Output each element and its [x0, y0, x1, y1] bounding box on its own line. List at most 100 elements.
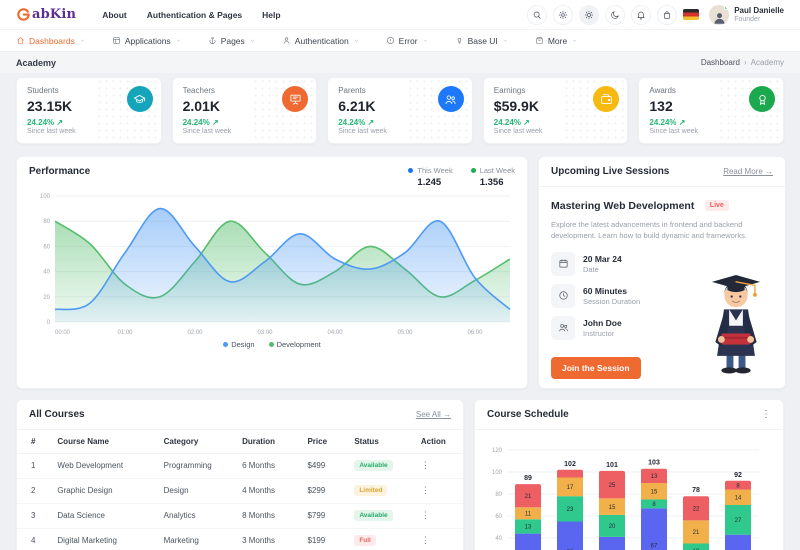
language-flag-germany[interactable]: [683, 9, 700, 20]
course-schedule-card: Course Schedule ⋮ 0204060801001204413112…: [474, 398, 784, 550]
stats-row: Students 23.15K 24.24% ↗ Since last week Tea…: [16, 77, 784, 144]
menu-item-dashboards[interactable]: Dashboards: [16, 36, 86, 46]
svg-text:21: 21: [693, 530, 700, 536]
status-badge: Full: [354, 535, 376, 546]
stat-card-earnings: Earnings $59.9K 24.24% ↗ Since last week: [482, 77, 629, 144]
menu-item-base-ui[interactable]: Base UI: [455, 36, 509, 46]
wallet-icon: [593, 86, 620, 112]
see-all-link[interactable]: See All →: [415, 409, 451, 419]
breadcrumb: Dashboard › Academy: [701, 58, 784, 67]
course-status: Available: [346, 503, 413, 529]
course-price: $799: [299, 503, 347, 529]
menu-item-label: Applications: [124, 35, 171, 46]
svg-text:22: 22: [693, 506, 700, 512]
live-sessions-header: Upcoming Live Sessions Read More →: [539, 157, 785, 187]
notifications-button[interactable]: [631, 4, 652, 25]
read-more-link[interactable]: Read More →: [723, 167, 773, 176]
dark-mode-button[interactable]: [605, 4, 626, 25]
row-action-menu[interactable]: ⋮: [420, 460, 430, 470]
svg-text:01:00: 01:00: [117, 330, 133, 336]
search-button[interactable]: [527, 4, 548, 25]
legend-dot: [408, 168, 414, 173]
light-mode-button[interactable]: [579, 4, 600, 25]
course-category: Design: [155, 478, 235, 504]
search-icon: [532, 10, 542, 20]
stat-note: Since last week: [649, 128, 699, 135]
menu-item-more[interactable]: More: [535, 36, 578, 46]
top-nav-authentication-pages[interactable]: Authentication & Pages: [146, 9, 243, 20]
svg-text:60: 60: [43, 244, 50, 250]
detail-text: 20 Mar 24 Date: [583, 254, 622, 274]
settings-button[interactable]: [553, 4, 574, 25]
breadcrumb-parent[interactable]: Dashboard: [700, 58, 740, 67]
svg-text:102: 102: [564, 460, 576, 467]
svg-text:20: 20: [609, 524, 616, 530]
cart-button[interactable]: [657, 4, 678, 25]
svg-text:101: 101: [606, 461, 618, 468]
performance-title: Performance: [29, 166, 91, 177]
user-avatar: [709, 4, 730, 25]
menu-item-pages[interactable]: Pages: [208, 36, 256, 46]
svg-text:0: 0: [47, 320, 51, 326]
summary-last-week: Last Week 1.356: [470, 166, 515, 188]
svg-text:8: 8: [652, 502, 656, 508]
course-status: Limited: [346, 478, 413, 504]
all-courses-header: All Courses See All →: [17, 400, 463, 430]
svg-text:17: 17: [567, 485, 574, 491]
online-status-dot: [724, 4, 730, 10]
svg-text:13: 13: [693, 548, 700, 550]
svg-text:92: 92: [734, 471, 742, 478]
table-row: 4 Digital Marketing Marketing 3 Months $199 F…: [17, 528, 463, 550]
course-category: Programming: [155, 453, 235, 479]
svg-text:80: 80: [495, 492, 502, 498]
svg-text:05:00: 05:00: [397, 330, 413, 336]
col-: #: [17, 429, 50, 454]
menubar: Dashboards Applications Pages Authenticatio…: [0, 30, 800, 52]
join-session-button[interactable]: Join the Session: [551, 356, 641, 379]
card-menu-icon[interactable]: ⋮: [761, 408, 771, 420]
courses-table: # Course Name Category Duration Price Status A…: [17, 429, 463, 550]
svg-text:15: 15: [651, 489, 658, 495]
menu-item-applications[interactable]: Applications: [112, 36, 182, 46]
svg-text:03:00: 03:00: [257, 330, 273, 336]
svg-text:89: 89: [524, 475, 532, 482]
row-action-menu[interactable]: ⋮: [420, 485, 430, 495]
row-action-menu[interactable]: ⋮: [420, 535, 430, 545]
top-nav-about[interactable]: About: [102, 9, 127, 20]
stat-delta: 24.24% ↗: [649, 118, 686, 127]
col-category: Category: [155, 429, 235, 454]
menu-item-authentication[interactable]: Authentication: [282, 36, 360, 46]
svg-text:13: 13: [651, 474, 658, 480]
menu-item-label: More: [547, 35, 568, 46]
user-icon: [282, 36, 291, 45]
legend-dot: [268, 342, 274, 347]
easel-icon: [282, 86, 309, 112]
svg-text:00:00: 00:00: [55, 330, 71, 336]
stat-delta: 24.24% ↗: [182, 118, 219, 127]
alert-icon: [386, 36, 395, 45]
clock-icon: [551, 283, 575, 308]
summary-label: Last Week: [470, 166, 515, 175]
course-action: ⋮: [412, 503, 463, 529]
svg-text:103: 103: [648, 459, 660, 466]
grad-cap-icon: [126, 86, 153, 112]
stat-note: Since last week: [338, 128, 387, 135]
breadcrumb-current: Academy: [750, 58, 784, 67]
row-action-menu[interactable]: ⋮: [420, 510, 430, 520]
svg-text:14: 14: [735, 495, 742, 501]
top-nav-help[interactable]: Help: [262, 9, 281, 20]
svg-text:40: 40: [495, 536, 502, 542]
col-duration: Duration: [234, 429, 300, 454]
course-action: ⋮: [412, 478, 463, 504]
course-price: $199: [299, 528, 347, 550]
svg-text:13: 13: [525, 524, 532, 530]
dark-mode-icon: [610, 10, 620, 20]
summary-this-week: This Week 1.245: [408, 166, 453, 188]
menu-item-error[interactable]: Error: [386, 36, 429, 46]
app-logo[interactable]: abKin: [16, 7, 76, 22]
user-menu[interactable]: Paul Danielle Founder: [709, 4, 784, 25]
stat-label: Students: [27, 86, 59, 95]
legend-item-development: Development: [268, 340, 321, 349]
stat-card-students: Students 23.15K 24.24% ↗ Since last week: [16, 77, 162, 144]
lamp-icon: [455, 36, 464, 45]
